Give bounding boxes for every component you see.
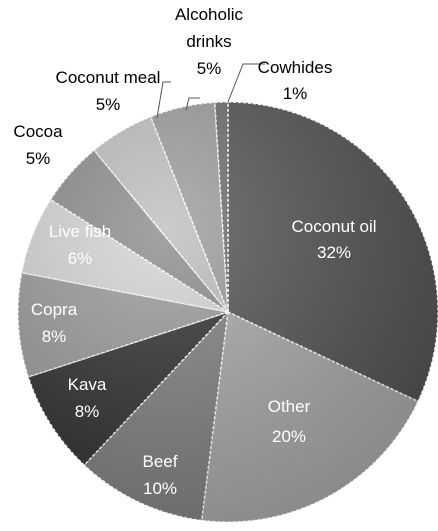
leader-line-cowhides — [227, 63, 265, 103]
data-label-cowhides: 1% — [283, 84, 308, 103]
category-label-alcoholic-drinks: Alcoholic — [175, 5, 244, 24]
leader-lines — [156, 63, 265, 119]
category-label-coconut-meal: Coconut meal — [56, 68, 161, 87]
category-label-kava: Kava — [68, 375, 107, 394]
category-label-coconut-oil: Coconut oil — [291, 217, 376, 236]
category-label-live-fish: Live fish — [49, 222, 111, 241]
data-label-cocoa: 5% — [26, 149, 51, 168]
leader-line-coconut-meal — [156, 81, 171, 119]
category-label-cowhides: Cowhides — [258, 58, 333, 77]
category-label-other: Other — [268, 397, 311, 416]
category-label-alcoholic-drinks: drinks — [186, 32, 231, 51]
data-label-beef: 10% — [143, 479, 177, 498]
data-label-other: 20% — [272, 427, 306, 446]
data-label-coconut-meal: 5% — [96, 95, 121, 114]
data-label-live-fish: 6% — [68, 249, 93, 268]
category-label-copra: Copra — [31, 300, 78, 319]
slice-labels: Coconut oil 32% Other 20% Beef 10% Kava 8% Copra… — [13, 5, 376, 498]
pie-slices — [17, 101, 438, 523]
data-label-coconut-oil: 32% — [317, 243, 351, 262]
data-label-copra: 8% — [42, 327, 67, 346]
data-label-alcoholic-drinks: 5% — [197, 59, 222, 78]
category-label-beef: Beef — [143, 452, 178, 471]
leader-line-alcoholic-drinks — [185, 97, 200, 111]
category-label-cocoa: Cocoa — [13, 122, 63, 141]
data-label-kava: 8% — [75, 402, 100, 421]
